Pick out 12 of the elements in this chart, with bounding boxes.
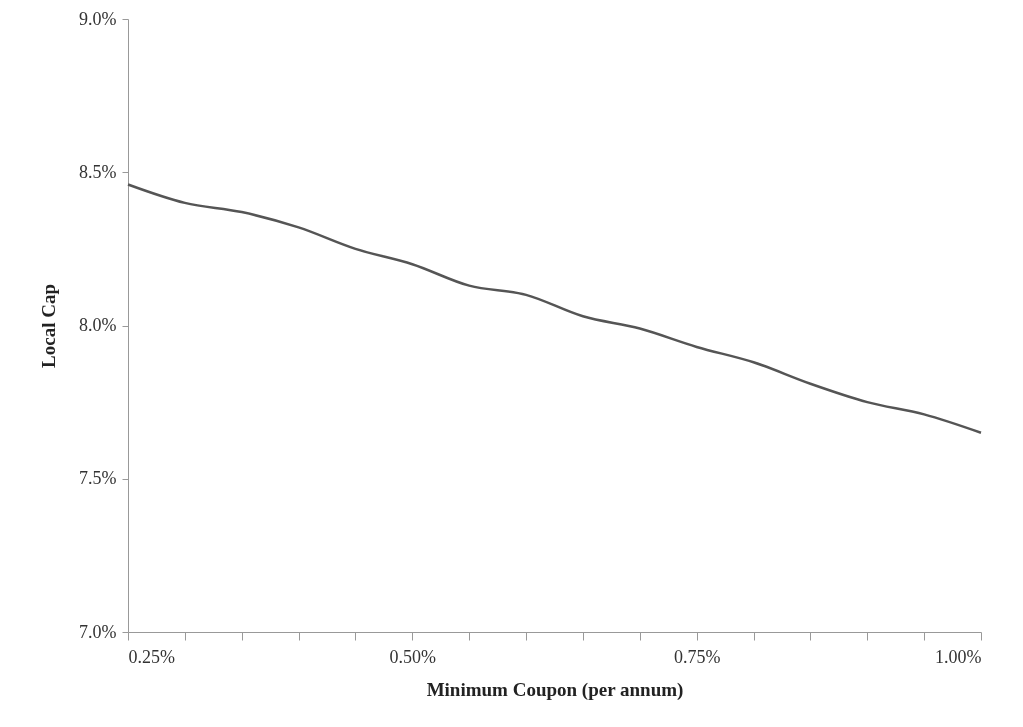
y-tick-label: 7.0%	[79, 621, 117, 642]
y-axis-title: Local Cap	[38, 284, 60, 368]
x-tick-label: 0.50%	[389, 646, 437, 667]
y-tick-label: 9.0%	[79, 8, 117, 29]
x-tick-label: 1.00%	[935, 646, 982, 667]
y-tick-label: 8.0%	[79, 315, 117, 335]
x-tick-label: 0.75%	[673, 646, 721, 667]
x-tick-label: 0.25%	[128, 646, 175, 667]
x-axis-title: Minimum Coupon (per annum)	[426, 678, 684, 701]
y-tick-label: 8.5%	[79, 161, 117, 182]
y-tick-label: 7.5%	[79, 468, 117, 489]
line-series	[126, 183, 983, 435]
